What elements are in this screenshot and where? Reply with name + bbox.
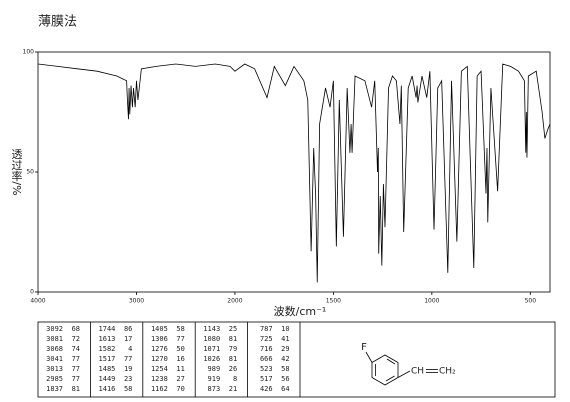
table-cell: 1254 [151,365,168,373]
table-cell: 1582 [99,345,116,353]
table-cell: 873 [208,385,221,393]
table-cell: 72 [72,335,80,343]
y-tick-label: 100 [23,49,35,56]
structure-group: CH [411,367,424,377]
table-cell: 1306 [151,335,168,343]
table-cell: 1080 [203,335,220,343]
table-cell: 77 [176,335,184,343]
table-cell: 1143 [203,325,220,333]
table-cell: 1837 [46,385,63,393]
table-cell: 29 [281,345,289,353]
table-cell: 77 [72,375,80,383]
table-cell: 787 [260,325,273,333]
y-axis-label: 透过率/% [10,148,23,195]
table-cell: 716 [260,345,273,353]
table-cell: 1744 [99,325,116,333]
table-cell: 1238 [151,375,168,383]
table-cell: 3092 [46,325,63,333]
x-tick-label: 3000 [129,298,144,305]
table-cell: 1449 [99,375,116,383]
table-cell: 25 [229,325,237,333]
table-cell: 1613 [99,335,116,343]
y-tick-label: 50 [26,169,34,176]
table-cell: 81 [229,335,237,343]
table-cell: 725 [260,335,273,343]
table-cell: 74 [72,345,80,353]
table-cell: 4 [128,345,132,353]
table-cell: 68 [72,325,80,333]
table-cell: 26 [229,365,237,373]
table-cell: 27 [176,375,184,383]
table-cell: 42 [281,355,289,363]
table-cell: 3068 [46,345,63,353]
table-cell: 50 [176,345,184,353]
table-cell: 81 [72,385,80,393]
table-cell: 58 [176,325,184,333]
table-cell: 3013 [46,365,63,373]
y-tick-label: 0 [30,289,34,296]
x-tick-label: 2000 [227,298,242,305]
table-cell: 919 [208,375,221,383]
table-cell: 426 [260,385,273,393]
table-cell: 56 [281,375,289,383]
table-cell: 3081 [46,335,63,343]
table-cell: 86 [124,325,132,333]
x-tick-label: 1000 [424,298,439,305]
table-cell: 81 [229,355,237,363]
x-tick-label: 500 [525,298,537,305]
table-cell: 64 [281,385,289,393]
table-cell: 23 [124,375,132,383]
table-cell: 19 [124,365,132,373]
table-cell: 58 [124,385,132,393]
table-cell: 77 [72,355,80,363]
table-cell: 523 [260,365,273,373]
structure-substituent: F [361,342,367,353]
table-cell: 21 [229,385,237,393]
table-cell: 8 [233,375,237,383]
structure-group: CH₂ [439,367,456,377]
table-cell: 79 [229,345,237,353]
table-cell: 11 [176,365,184,373]
table-cell: 1416 [99,385,116,393]
table-cell: 1071 [203,345,220,353]
table-cell: 17 [124,335,132,343]
table-cell: 3041 [46,355,63,363]
table-cell: 77 [124,355,132,363]
x-tick-label: 4000 [30,298,45,305]
table-cell: 1270 [151,355,168,363]
table-cell: 58 [281,365,289,373]
table-cell: 1276 [151,345,168,353]
table-cell: 666 [260,355,273,363]
structure [365,351,438,386]
table-cell: 1026 [203,355,220,363]
chart-title: 薄膜法 [38,15,77,30]
x-axis-label: 波数/cm⁻¹ [274,305,327,318]
table-cell: 1162 [151,385,168,393]
table-cell: 1405 [151,325,168,333]
table-cell: 2985 [46,375,63,383]
x-tick-label: 1500 [326,298,341,305]
table-cell: 10 [281,325,289,333]
table-cell: 77 [72,365,80,373]
spectrum-line [37,63,551,283]
table-cell: 1485 [99,365,116,373]
peak-table [37,321,556,398]
table-cell: 1517 [99,355,116,363]
table-cell: 989 [208,365,221,373]
table-cell: 517 [260,375,273,383]
table-cell: 70 [176,385,184,393]
table-cell: 41 [281,335,289,343]
table-cell: 16 [176,355,184,363]
